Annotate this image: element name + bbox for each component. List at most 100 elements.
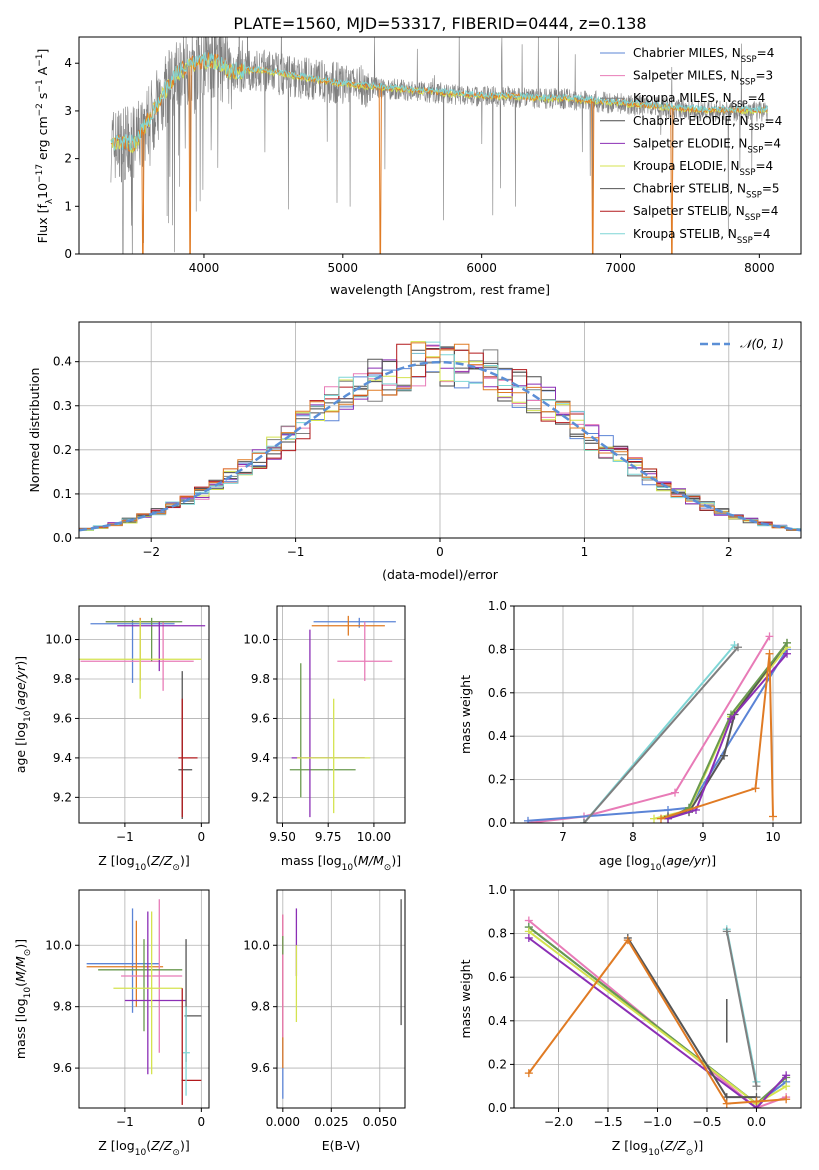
axes-frame [513, 605, 802, 824]
model-dropout [188, 65, 192, 254]
label-part: ⊙ [172, 863, 180, 873]
label-part: ( [146, 1138, 151, 1153]
label-part: −2 [35, 103, 45, 116]
histogram-orange [79, 342, 801, 531]
label-part: 10 [23, 710, 33, 722]
x-axis-label: wavelength [Angstrom, rest frame] [330, 282, 550, 297]
x-tick-label: 0.050 [363, 1115, 397, 1129]
x-tick-label: 10.00 [357, 830, 391, 844]
plot-area [86, 899, 202, 1105]
x-axis-label: mass [log10(M/M⊙)] [281, 853, 401, 873]
y-tick-label: 9.6 [53, 1061, 72, 1075]
x-tick-label: −2.0 [544, 1115, 573, 1129]
y-tick-label: 3 [64, 104, 72, 118]
weight-line [528, 937, 787, 1108]
y-axis-label: age [log10(age/yr)] [13, 656, 33, 773]
errorbar [183, 1006, 190, 1096]
label-part: )] [693, 1138, 703, 1153]
y-tick-label: 0.6 [488, 970, 507, 984]
label-part: M/M [13, 956, 28, 982]
x-tick-label: −1.0 [643, 1115, 672, 1129]
label-part: )] [706, 853, 716, 868]
x-tick-label: −1 [287, 545, 305, 559]
legend-text: Salpeter ELODIE, N [633, 136, 747, 150]
x-tick-label: 0.0 [747, 1115, 766, 1129]
x-tick-label: 10 [765, 830, 780, 844]
label-part: age [log [13, 722, 28, 773]
x-tick-label: 0 [198, 830, 206, 844]
y-tick-label: 9.6 [251, 711, 270, 725]
weight-line [660, 653, 774, 820]
legend-text: Chabrier MILES, N [633, 46, 741, 60]
y-tick-label: 0.8 [488, 927, 507, 941]
legend-text: Chabrier ELODIE, N [633, 114, 749, 128]
legend-value: =4 [765, 114, 783, 128]
y-tick-label: 0.4 [488, 1014, 507, 1028]
y-tick-label: 0.2 [53, 443, 72, 457]
label-part: ⊙ [23, 949, 33, 957]
plot-area [524, 916, 791, 1108]
label-part: 10 [23, 987, 33, 999]
label-part: Flux [f [35, 204, 50, 244]
label-part: Z [log [98, 853, 134, 868]
legend-entry: Kroupa STELIB, NSSP=4 [633, 227, 771, 246]
y-axis-label: mass weight [458, 675, 473, 754]
weight-series-kroupa_miles [722, 927, 761, 1091]
errorbar [86, 920, 164, 1007]
legend-sub: SSP [741, 55, 757, 65]
errorbar [289, 663, 356, 798]
x-tick-label: 9.50 [269, 830, 296, 844]
axes-frame [78, 36, 802, 255]
y-tick-label: 0.0 [488, 816, 507, 830]
y-axis-label: mass [log10(M/M⊙)] [13, 939, 33, 1059]
errorbar [105, 617, 183, 662]
errorbar [178, 671, 193, 820]
model-dropout [670, 108, 674, 254]
legend-sub: SSP [745, 213, 761, 223]
weight-series-orange [524, 936, 791, 1108]
errorbar [80, 621, 194, 691]
axes-frame [276, 605, 406, 824]
legend-sub: SSP [747, 145, 763, 155]
weight-line [527, 635, 771, 823]
y-tick-label: 9.8 [53, 1000, 72, 1014]
label-part: ⊙ [172, 1148, 180, 1158]
y-tick-label: 9.6 [53, 711, 72, 725]
x-tick-label: 5000 [328, 261, 359, 275]
y-tick-label: 4 [64, 56, 72, 70]
x-axis-label: Z [log10(Z/Z⊙)] [98, 853, 189, 873]
legend-text: Salpeter MILES, N [633, 69, 740, 83]
spectrum-panel: 4000 5000 6000 7000 8000 0 1 2 3 4 wavelength [Ang… [35, 36, 802, 297]
label-part: ( [13, 706, 28, 711]
y-tick-label: 9.8 [53, 672, 72, 686]
axes-frame [276, 889, 406, 1109]
x-axis-label: age [log10(age/yr)] [599, 853, 716, 873]
legend-entry: Kroupa ELODIE, NSSP=4 [633, 159, 773, 178]
weight-series-salpeter_elodie [664, 649, 791, 823]
age-vs-metallicity-panel: −1 09.29.49.69.810.0Z [log10(Z/Z⊙)]age [l… [13, 605, 210, 873]
label-part: age [log [599, 853, 650, 868]
label-part: Z/Z [150, 1138, 173, 1153]
legend-sub: SSP [740, 78, 756, 88]
y-tick-label: 0 [64, 247, 72, 261]
legend-value: =3 [755, 69, 773, 83]
y-tick-label: 10.0 [45, 938, 72, 952]
x-tick-label: −1.5 [593, 1115, 622, 1129]
x-tick-label: 8000 [744, 261, 775, 275]
x-axis-label: Z [log10(Z/Z⊙)] [98, 1138, 189, 1158]
errorbar [297, 698, 371, 814]
y-tick-label: 9.6 [251, 1061, 270, 1075]
label-part: ⊙ [686, 1148, 694, 1158]
errorbar [178, 698, 198, 818]
x-tick-label: 9 [699, 830, 707, 844]
label-part: M/M [358, 853, 384, 868]
weight-line [583, 646, 739, 823]
label-part: age/yr [666, 853, 707, 868]
label-part: A [35, 66, 50, 79]
legend-value: =4 [763, 136, 781, 150]
legend-value: =4 [748, 91, 766, 105]
label-part: 10 [648, 1148, 660, 1158]
y-tick-label: 10.0 [45, 633, 72, 647]
y-tick-label: 1 [64, 199, 72, 213]
